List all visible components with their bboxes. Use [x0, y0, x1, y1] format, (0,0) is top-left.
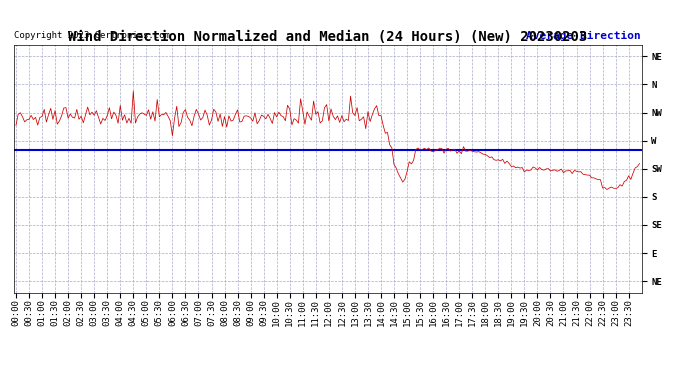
Text: Average Direction: Average Direction: [526, 32, 641, 41]
Title: Wind Direction Normalized and Median (24 Hours) (New) 20230203: Wind Direction Normalized and Median (24…: [68, 30, 587, 44]
Text: Copyright 2023 Certronics.com: Copyright 2023 Certronics.com: [14, 32, 170, 40]
